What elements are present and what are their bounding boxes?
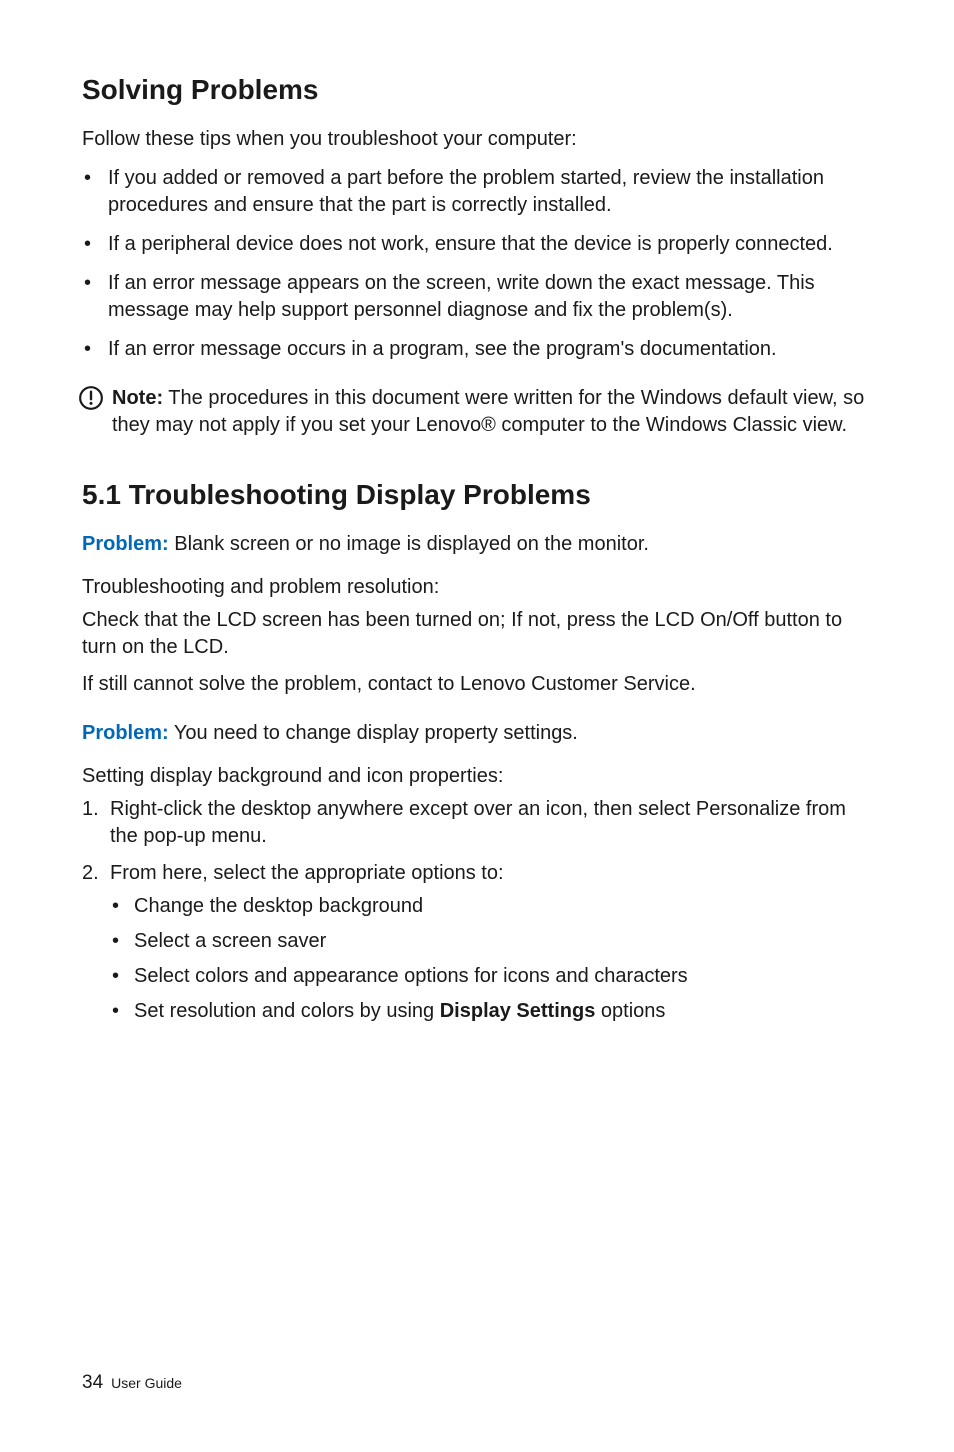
heading-5-1: 5.1 Troubleshooting Display Problems — [82, 479, 872, 511]
note-body: The procedures in this document were wri… — [112, 387, 864, 436]
problem-1-subhead: Troubleshooting and problem resolution: — [82, 576, 872, 599]
top-bullet: If an error message occurs in a program,… — [82, 336, 872, 363]
footer-label: User Guide — [111, 1375, 182, 1391]
problem-1-body-1: Check that the LCD screen has been turne… — [82, 607, 872, 661]
intro-text: Follow these tips when you troubleshoot … — [82, 128, 872, 151]
sub-bullets-list: Change the desktop background Select a s… — [110, 893, 872, 1025]
top-bullets-list: If you added or removed a part before th… — [82, 165, 872, 363]
problem-label: Problem: — [82, 722, 169, 744]
sub-bullet: Set resolution and colors by using Displ… — [110, 998, 872, 1025]
step-item: From here, select the appropriate option… — [82, 860, 872, 1025]
sub-last-suffix: options — [595, 1000, 665, 1022]
page: Solving Problems Follow these tips when … — [0, 0, 954, 1452]
step-item: Right-click the desktop anywhere except … — [82, 796, 872, 850]
sub-last-prefix: Set resolution and colors by using — [134, 1000, 440, 1022]
step-2-text: From here, select the appropriate option… — [110, 862, 504, 884]
page-number: 34 — [82, 1372, 103, 1393]
problem-2-line: Problem: You need to change display prop… — [82, 722, 872, 745]
sub-last-bold: Display Settings — [440, 1000, 596, 1022]
exclamation-circle-icon — [78, 385, 104, 411]
heading-solving-problems: Solving Problems — [82, 74, 872, 106]
note-label: Note: — [112, 387, 163, 409]
note-text: Note: The procedures in this document we… — [112, 385, 872, 439]
top-bullet: If you added or removed a part before th… — [82, 165, 872, 219]
problem-1-line: Problem: Blank screen or no image is dis… — [82, 533, 872, 556]
spacer — [82, 708, 872, 722]
top-bullet: If an error message appears on the scree… — [82, 270, 872, 324]
sub-bullet: Select colors and appearance options for… — [110, 963, 872, 990]
problem-2-subhead: Setting display background and icon prop… — [82, 765, 872, 788]
problem-2-text: You need to change display property sett… — [169, 722, 578, 744]
sub-bullet: Change the desktop background — [110, 893, 872, 920]
page-footer: 34 User Guide — [82, 1372, 182, 1394]
note-callout: Note: The procedures in this document we… — [78, 385, 872, 439]
sub-bullet: Select a screen saver — [110, 928, 872, 955]
problem-1-text: Blank screen or no image is displayed on… — [169, 533, 649, 555]
steps-list: Right-click the desktop anywhere except … — [82, 796, 872, 1025]
problem-1-body-2: If still cannot solve the problem, conta… — [82, 671, 872, 698]
problem-label: Problem: — [82, 533, 169, 555]
top-bullet: If a peripheral device does not work, en… — [82, 231, 872, 258]
